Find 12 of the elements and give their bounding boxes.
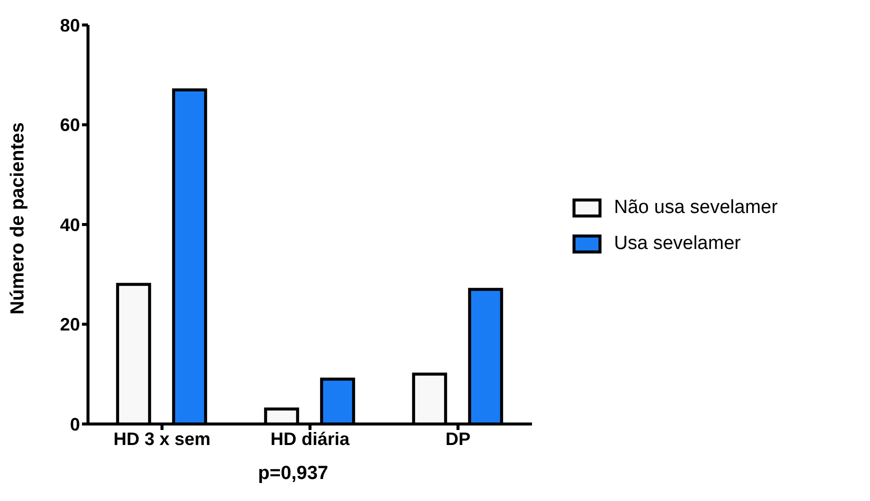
x-tick-label: HD 3 x sem (113, 428, 211, 449)
y-tick-label: 0 (70, 414, 80, 434)
y-tick-label: 60 (60, 115, 80, 136)
y-tick-label: 40 (60, 214, 80, 235)
x-tick-label: HD diária (270, 428, 350, 449)
y-axis-title: Número de pacientes (8, 122, 29, 314)
legend-label: Não usa sevelamer (614, 197, 778, 219)
x-tick-label: DP (445, 428, 471, 449)
text: p=0,937 (258, 463, 328, 485)
legend-label: Usa sevelamer (614, 233, 741, 255)
y-tick-label: 20 (60, 314, 80, 335)
y-tick-label: 80 (60, 15, 80, 36)
